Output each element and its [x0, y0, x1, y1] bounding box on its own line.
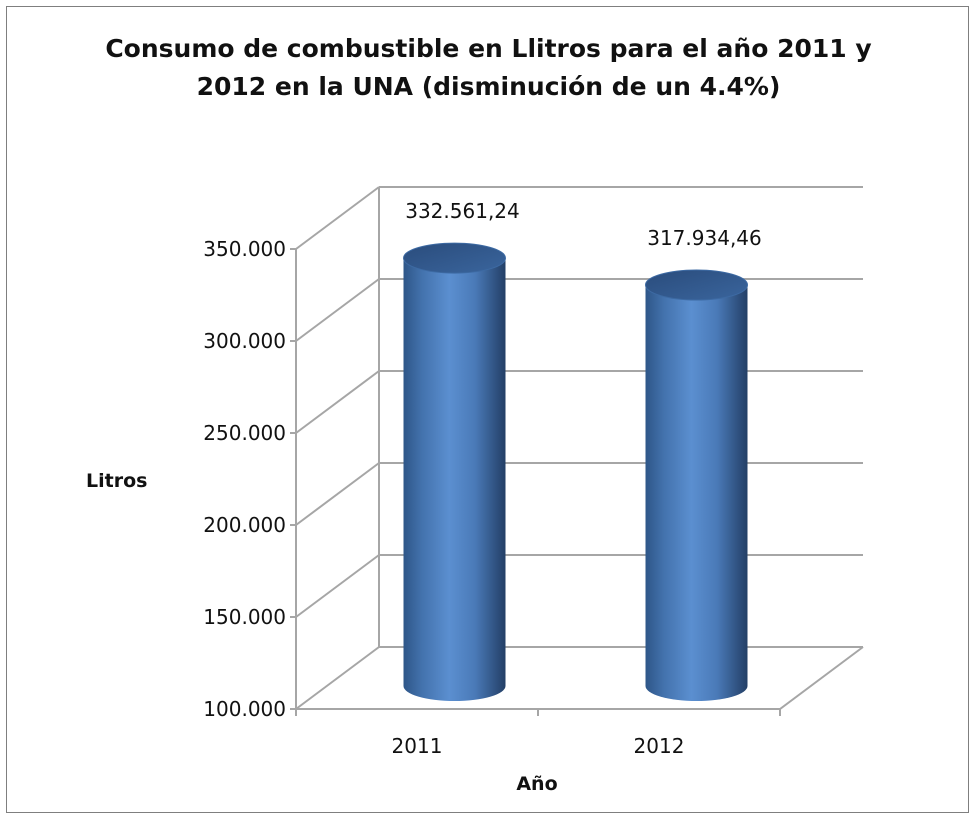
chart-title-line-2: 2012 en la UNA (disminución de un 4.4%) — [196, 72, 781, 101]
y-tick-label: 350.000 — [203, 237, 286, 261]
bar-body — [403, 258, 506, 702]
gridline-side — [295, 278, 380, 342]
bar-top — [645, 269, 748, 301]
x-tick-label-2011: 2011 — [392, 734, 443, 758]
y-axis-title: Litros — [86, 470, 147, 492]
y-tick-label: 150.000 — [203, 605, 286, 629]
x-tick-label-2012: 2012 — [634, 734, 685, 758]
gridline-side — [295, 462, 380, 526]
floor-edge — [296, 646, 864, 710]
y-tick-label: 250.000 — [203, 421, 286, 445]
chart-title-line-1: Consumo de combustible en Llitros para e… — [105, 34, 872, 63]
data-label-2012: 317.934,46 — [647, 226, 762, 250]
gridlines — [295, 186, 863, 710]
y-tick-label: 300.000 — [203, 329, 286, 353]
y-tick-label: 200.000 — [203, 513, 286, 537]
gridline-side — [295, 646, 380, 710]
axes — [290, 248, 864, 716]
data-label-2011: 332.561,24 — [405, 199, 520, 223]
bar-body — [645, 285, 748, 702]
x-axis-title: Año — [516, 773, 557, 795]
bar-2011 — [403, 242, 506, 702]
chart-title: Consumo de combustible en Llitros para e… — [0, 30, 977, 106]
y-tick-label: 100.000 — [203, 697, 286, 721]
bars — [403, 242, 748, 702]
gridline-side — [295, 554, 380, 618]
labels: 100.000 150.000 200.000 250.000 300.000 350.0… — [203, 199, 761, 758]
bar-2012 — [645, 269, 748, 702]
bar-top — [403, 242, 506, 274]
gridline-side — [295, 186, 380, 250]
gridline-side — [295, 370, 380, 434]
